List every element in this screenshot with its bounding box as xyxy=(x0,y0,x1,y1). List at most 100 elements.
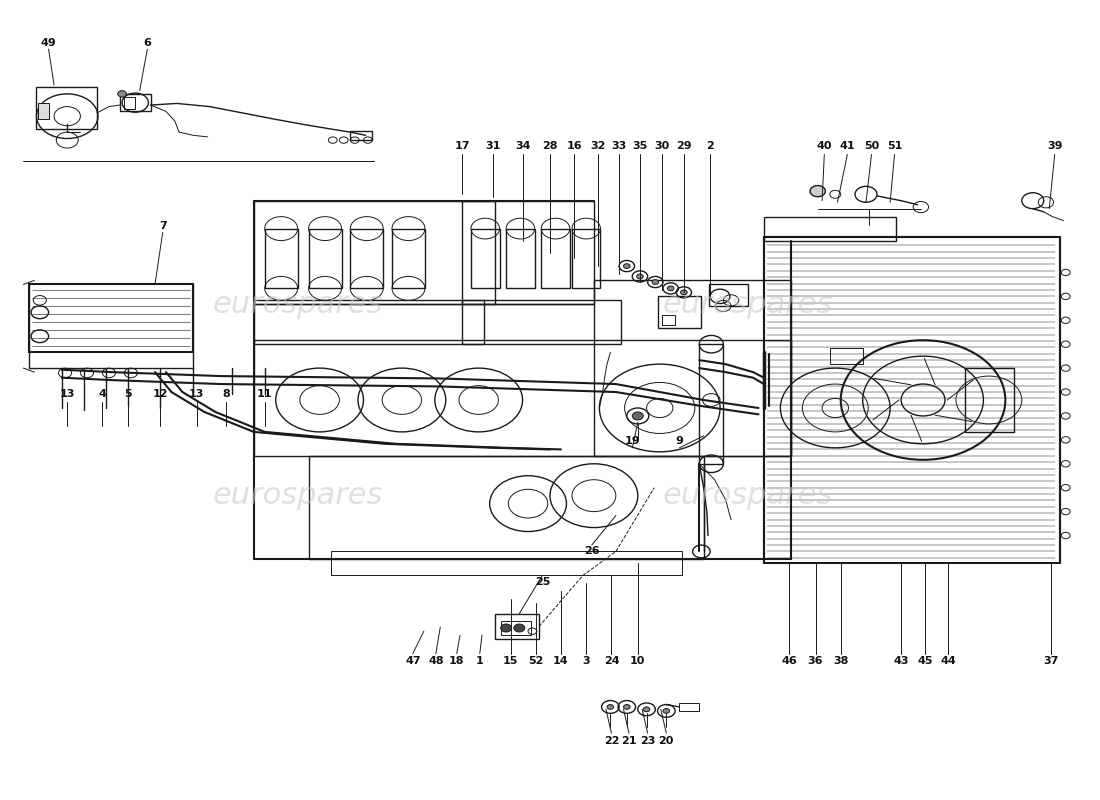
Text: 10: 10 xyxy=(630,657,646,666)
Text: 45: 45 xyxy=(917,657,933,666)
Text: 5: 5 xyxy=(124,389,131,398)
Text: 47: 47 xyxy=(405,657,420,666)
Bar xyxy=(700,344,724,464)
Bar xyxy=(829,348,862,364)
Bar xyxy=(462,201,594,304)
Text: 50: 50 xyxy=(864,142,879,151)
Bar xyxy=(254,201,495,304)
Circle shape xyxy=(118,90,127,97)
Text: 19: 19 xyxy=(625,437,640,446)
Bar xyxy=(254,300,484,344)
Text: 13: 13 xyxy=(189,389,205,398)
Circle shape xyxy=(652,280,659,285)
Bar xyxy=(594,281,791,456)
Circle shape xyxy=(632,412,644,420)
Text: 20: 20 xyxy=(659,736,674,746)
Text: 29: 29 xyxy=(676,142,692,151)
Circle shape xyxy=(681,290,688,294)
Text: 28: 28 xyxy=(542,142,558,151)
Text: 33: 33 xyxy=(612,142,627,151)
Text: 35: 35 xyxy=(632,142,648,151)
Text: 6: 6 xyxy=(143,38,152,48)
Text: 37: 37 xyxy=(1044,657,1059,666)
Text: 30: 30 xyxy=(654,142,670,151)
Bar xyxy=(392,229,425,288)
Text: 34: 34 xyxy=(515,142,530,151)
Text: 11: 11 xyxy=(257,389,273,398)
Text: 41: 41 xyxy=(839,142,855,151)
Bar xyxy=(541,229,570,288)
Text: 4: 4 xyxy=(98,389,107,398)
Text: 14: 14 xyxy=(553,657,569,666)
Text: eurospares: eurospares xyxy=(662,290,833,319)
Text: 49: 49 xyxy=(41,38,56,48)
Text: 26: 26 xyxy=(584,546,600,557)
Circle shape xyxy=(668,286,674,290)
Text: 18: 18 xyxy=(449,657,464,666)
Text: 15: 15 xyxy=(503,657,518,666)
Text: 32: 32 xyxy=(591,142,606,151)
Bar xyxy=(764,237,1060,563)
Text: 38: 38 xyxy=(833,657,848,666)
Text: 21: 21 xyxy=(621,736,637,746)
Text: eurospares: eurospares xyxy=(212,481,383,510)
Bar xyxy=(309,229,341,288)
Bar xyxy=(506,229,535,288)
Bar xyxy=(36,87,97,129)
Text: 22: 22 xyxy=(604,736,619,746)
Bar xyxy=(764,217,895,241)
Bar xyxy=(265,229,298,288)
Text: 39: 39 xyxy=(1047,142,1063,151)
Circle shape xyxy=(500,624,512,632)
Text: 8: 8 xyxy=(222,389,230,398)
Circle shape xyxy=(637,274,644,279)
Text: eurospares: eurospares xyxy=(212,290,383,319)
Text: 9: 9 xyxy=(675,437,683,446)
Text: 52: 52 xyxy=(528,657,543,666)
Circle shape xyxy=(624,264,630,269)
Bar xyxy=(662,315,675,325)
Bar xyxy=(29,285,194,352)
Text: 17: 17 xyxy=(454,142,470,151)
Text: 23: 23 xyxy=(640,736,656,746)
Bar xyxy=(572,229,601,288)
Text: 51: 51 xyxy=(887,142,902,151)
Bar xyxy=(500,621,531,635)
Bar xyxy=(124,97,135,109)
Bar xyxy=(254,340,791,456)
Bar xyxy=(462,300,622,344)
Text: 24: 24 xyxy=(604,657,619,666)
Circle shape xyxy=(514,624,525,632)
Text: 13: 13 xyxy=(59,389,75,398)
Text: 16: 16 xyxy=(566,142,582,151)
Bar xyxy=(710,284,748,306)
Bar xyxy=(120,94,151,111)
Text: 46: 46 xyxy=(781,657,798,666)
Text: 36: 36 xyxy=(807,657,823,666)
Circle shape xyxy=(810,186,825,197)
Text: 48: 48 xyxy=(428,657,443,666)
Text: 12: 12 xyxy=(153,389,168,398)
Text: 25: 25 xyxy=(535,577,550,586)
Bar xyxy=(680,703,700,711)
Text: 44: 44 xyxy=(940,657,956,666)
Text: 2: 2 xyxy=(706,142,714,151)
Bar xyxy=(965,368,1014,432)
Text: 43: 43 xyxy=(893,657,909,666)
Circle shape xyxy=(663,709,670,714)
Text: 40: 40 xyxy=(816,142,832,151)
Bar xyxy=(658,296,702,328)
Bar xyxy=(350,229,383,288)
Bar xyxy=(331,551,682,575)
Bar xyxy=(350,130,372,140)
Bar xyxy=(495,614,539,639)
Text: 1: 1 xyxy=(476,657,484,666)
Bar xyxy=(37,103,48,119)
Circle shape xyxy=(607,705,614,710)
Text: 7: 7 xyxy=(158,222,166,231)
Bar xyxy=(471,229,499,288)
Text: 3: 3 xyxy=(582,657,590,666)
Bar xyxy=(309,456,704,559)
Text: 31: 31 xyxy=(485,142,501,151)
Circle shape xyxy=(644,707,650,712)
